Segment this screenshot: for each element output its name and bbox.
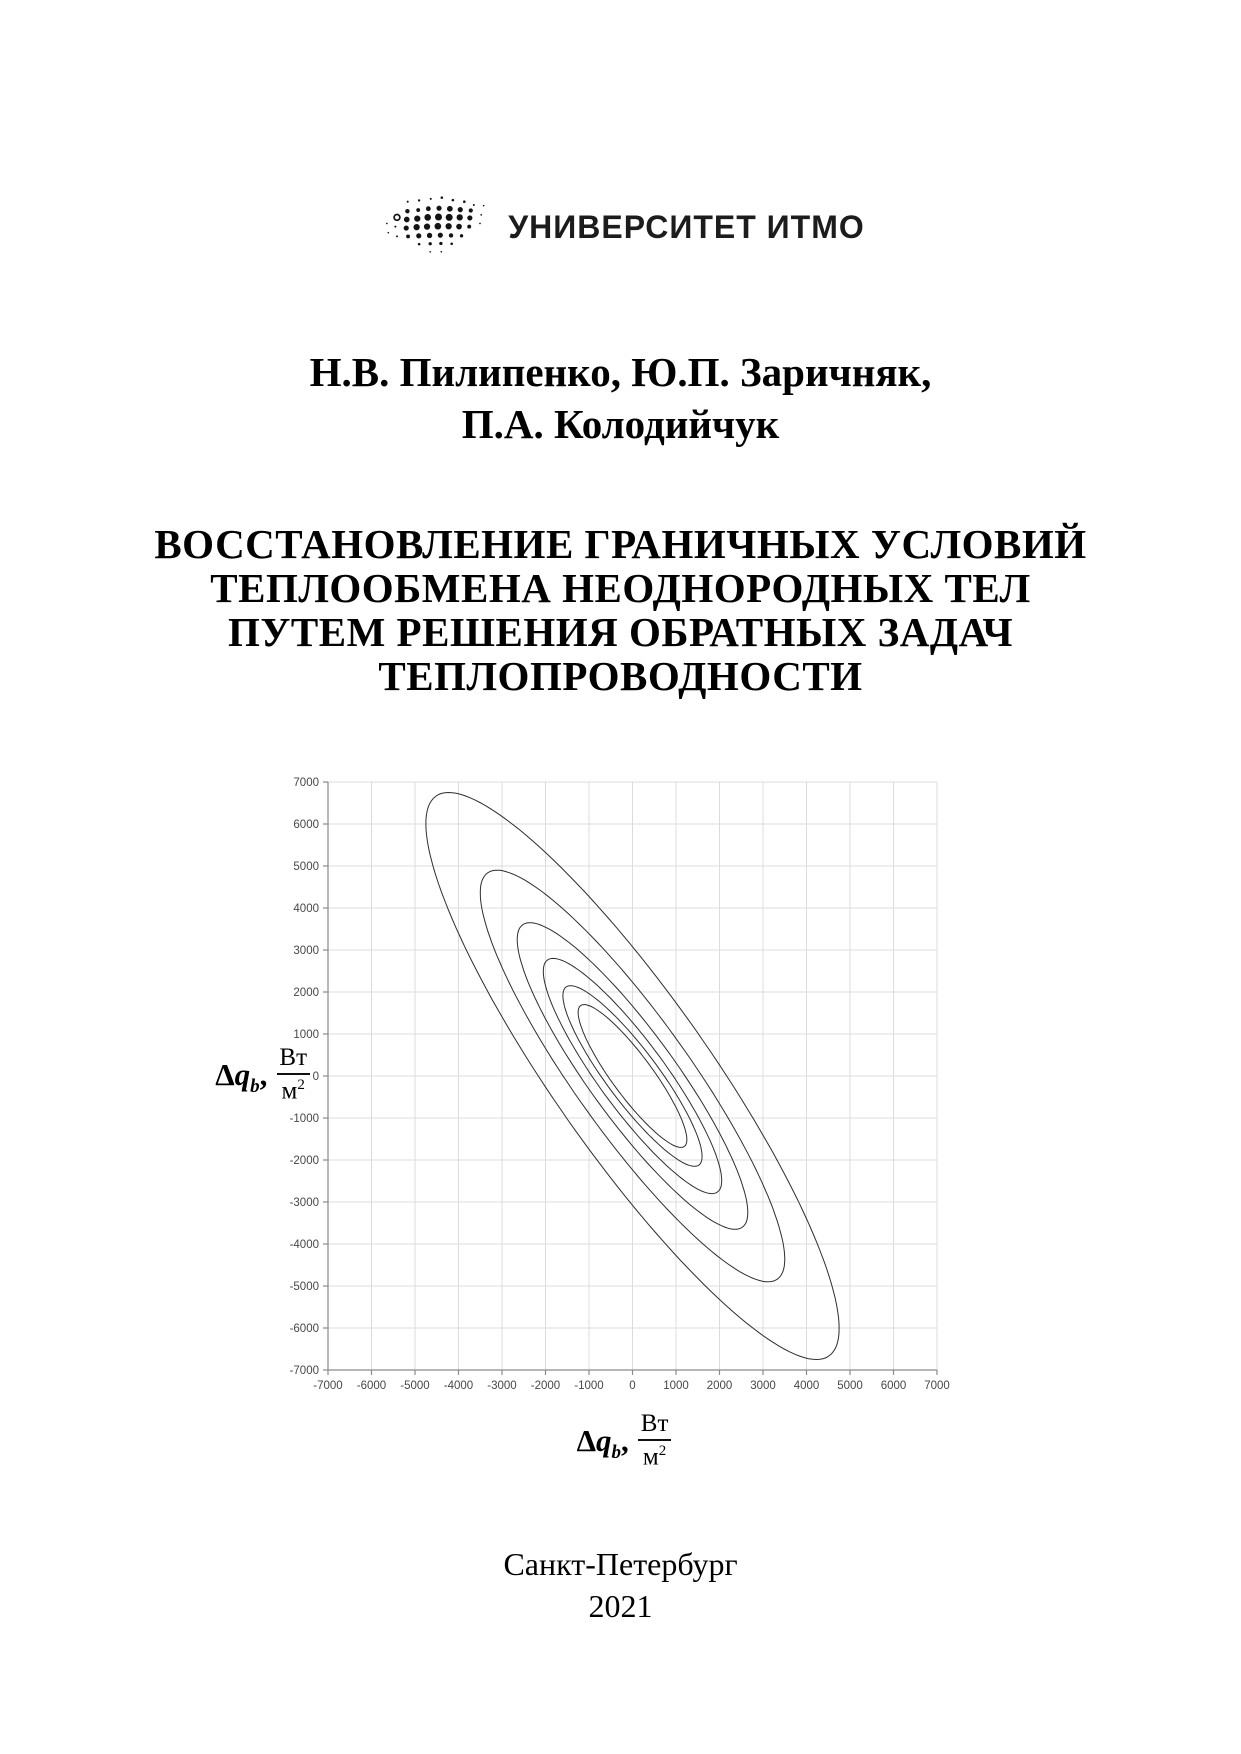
title-line-1: ВОССТАНОВЛЕНИЕ ГРАНИЧНЫХ УСЛОВИЙ: [154, 521, 1087, 567]
x-tick-label: -6000: [357, 1380, 386, 1392]
ellipse-2: [479, 869, 786, 1283]
x-tick-label: 7000: [924, 1380, 950, 1392]
x-tick-label: -5000: [400, 1380, 429, 1392]
y-tick-label: 4000: [293, 903, 319, 915]
imprint-city: Санкт-Петербург: [503, 1546, 738, 1582]
x-tick-label: -2000: [531, 1380, 560, 1392]
y-tick-label: 5000: [293, 861, 319, 873]
y-tick-label: -4000: [290, 1239, 319, 1251]
imprint: Санкт-Петербург 2021: [0, 1543, 1241, 1627]
y-tick-label: -5000: [290, 1281, 319, 1293]
x-tick-label: 5000: [837, 1380, 863, 1392]
x-tick-label: -3000: [487, 1380, 516, 1392]
y-tick-label: 7000: [293, 777, 319, 789]
y-tick-label: -6000: [290, 1323, 319, 1335]
confidence-ellipses-chart: -7000 -6000 -5000 -4000 -3000 -2000 -1000 0 1000…: [240, 740, 1000, 1420]
y-tick-label: 6000: [293, 819, 319, 831]
y-tick-label: 0: [313, 1071, 319, 1083]
plot-canvas: -7000 -6000 -5000 -4000 -3000 -2000 -1000 0 1000…: [290, 777, 950, 1392]
authors-line-2: П.А. Колодийчук: [461, 401, 780, 447]
title-line-2: ТЕПЛООБМЕНА НЕОДНОРОДНЫХ ТЕЛ: [210, 565, 1031, 611]
itmo-logo-dots-icon: [386, 196, 485, 253]
x-tick-label: 1000: [663, 1380, 689, 1392]
y-tick-label: -2000: [290, 1155, 319, 1167]
y-tick-label: -7000: [290, 1365, 319, 1377]
x-tick-label: -7000: [313, 1380, 342, 1392]
x-tick-label: 2000: [707, 1380, 733, 1392]
ellipse-4: [542, 957, 723, 1195]
x-tick-label: 6000: [881, 1380, 907, 1392]
x-axis-symbol: Δqb,: [576, 1423, 629, 1464]
y-tick-label: 1000: [293, 1029, 319, 1041]
ellipse-3: [516, 922, 749, 1230]
itmo-logo-text: УНИВЕРСИТЕТ ИТМО: [508, 208, 865, 245]
x-tick-label: -4000: [444, 1380, 473, 1392]
imprint-year: 2021: [588, 1588, 653, 1624]
x-axis-units-fraction: Вт м2: [636, 1411, 674, 1469]
x-tick-label: 0: [629, 1380, 635, 1392]
x-tick-label: 4000: [794, 1380, 820, 1392]
y-axis-symbol: Δqb,: [215, 1057, 268, 1098]
x-tick-label: 3000: [750, 1380, 776, 1392]
y-axis-units-fraction: Вт м2: [274, 1045, 312, 1103]
book-title: ВОССТАНОВЛЕНИЕ ГРАНИЧНЫХ УСЛОВИЙ ТЕПЛООБ…: [0, 522, 1241, 698]
title-line-3: ПУТЕМ РЕШЕНИЯ ОБРАТНЫХ ЗАДАЧ: [227, 609, 1014, 655]
ellipse-5: [562, 985, 703, 1167]
y-tick-label: 2000: [293, 987, 319, 999]
ellipse-6-inner: [577, 1004, 688, 1148]
y-tick-label: -3000: [290, 1197, 319, 1209]
x-tick-label: -1000: [574, 1380, 603, 1392]
y-axis-label: Δqb, Вт м2: [140, 1030, 312, 1118]
y-tick-label: -1000: [290, 1113, 319, 1125]
y-tick-label: 3000: [293, 945, 319, 957]
title-line-4: ТЕПЛОПРОВОДНОСТИ: [378, 653, 863, 699]
x-axis-label: Δqb, Вт м2: [520, 1405, 730, 1475]
itmo-logo: УНИВЕРСИТЕТ ИТМО: [0, 178, 1241, 261]
authors-block: Н.В. Пилипенко, Ю.П. Заричняк, П.А. Коло…: [0, 346, 1241, 450]
authors-line-1: Н.В. Пилипенко, Ю.П. Заричняк,: [309, 349, 932, 395]
ellipse-1-outer: [425, 791, 840, 1361]
